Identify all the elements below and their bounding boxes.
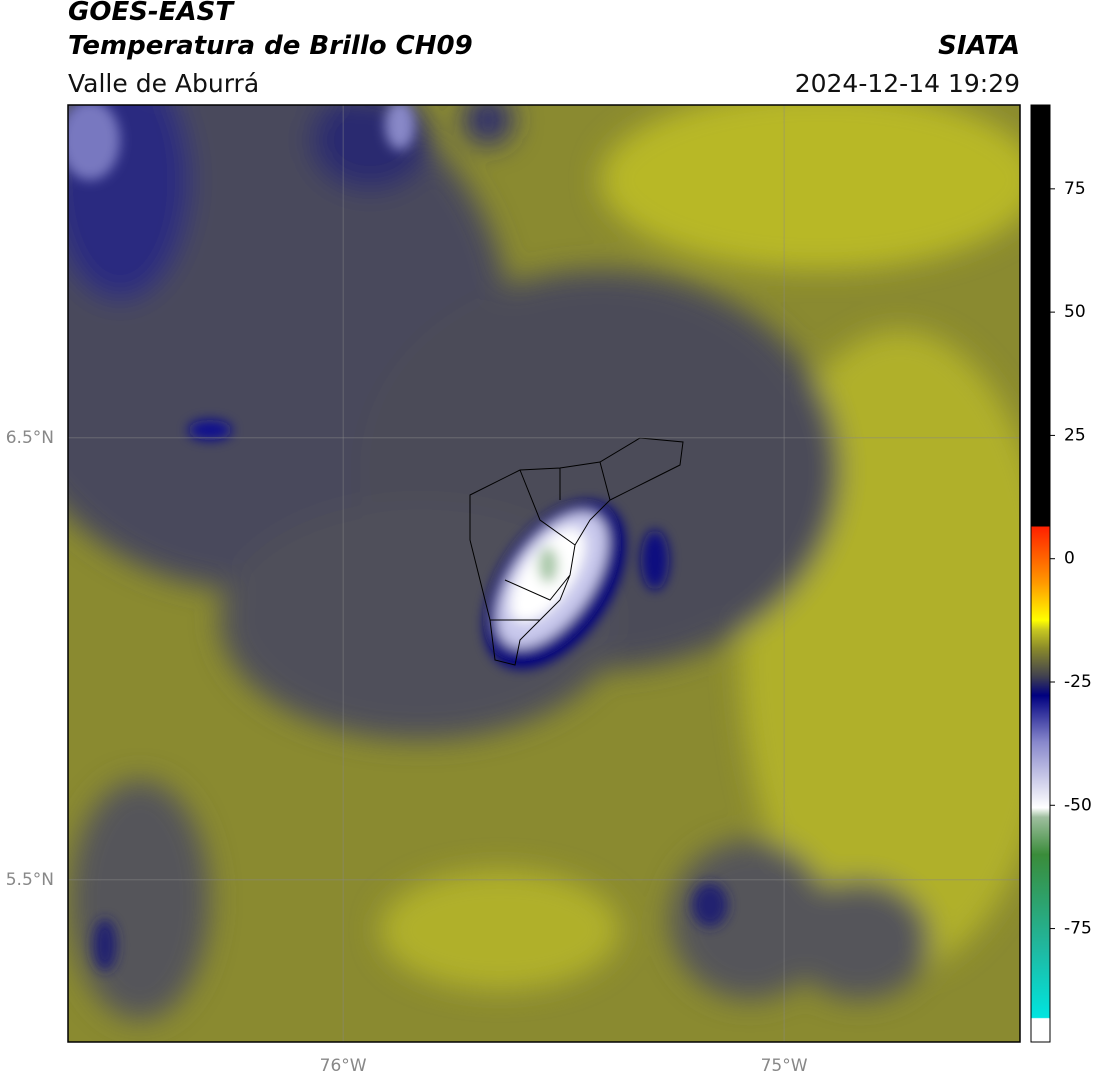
colorbar-tick-label: 75 — [1064, 179, 1086, 199]
lon-label: 75°W — [761, 1056, 808, 1076]
municipal-boundaries — [469, 437, 684, 666]
colorbar-tick-label: -50 — [1064, 795, 1092, 815]
lat-label: 6.5°N — [6, 428, 54, 448]
colorbar-tick-label: 50 — [1064, 302, 1086, 322]
colorbar-tick-label: -75 — [1064, 919, 1092, 939]
colorbar-tick-label: 25 — [1064, 425, 1086, 445]
colorbar-tick-label: -25 — [1064, 672, 1092, 692]
lon-label: 76°W — [320, 1056, 367, 1076]
source: SIATA — [938, 31, 1020, 61]
datetime: 2024-12-14 19:29 — [795, 69, 1020, 98]
satellite-image — [68, 105, 1020, 1042]
subtitle: Temperatura de Brillo CH09 — [68, 31, 473, 61]
region: Valle de Aburrá — [68, 69, 259, 98]
lat-label: 5.5°N — [6, 870, 54, 890]
title: GOES-EAST — [68, 0, 235, 27]
colorbar — [1030, 104, 1051, 1043]
colorbar-tick-label: 0 — [1064, 549, 1075, 569]
map-frame — [67, 104, 1021, 1043]
